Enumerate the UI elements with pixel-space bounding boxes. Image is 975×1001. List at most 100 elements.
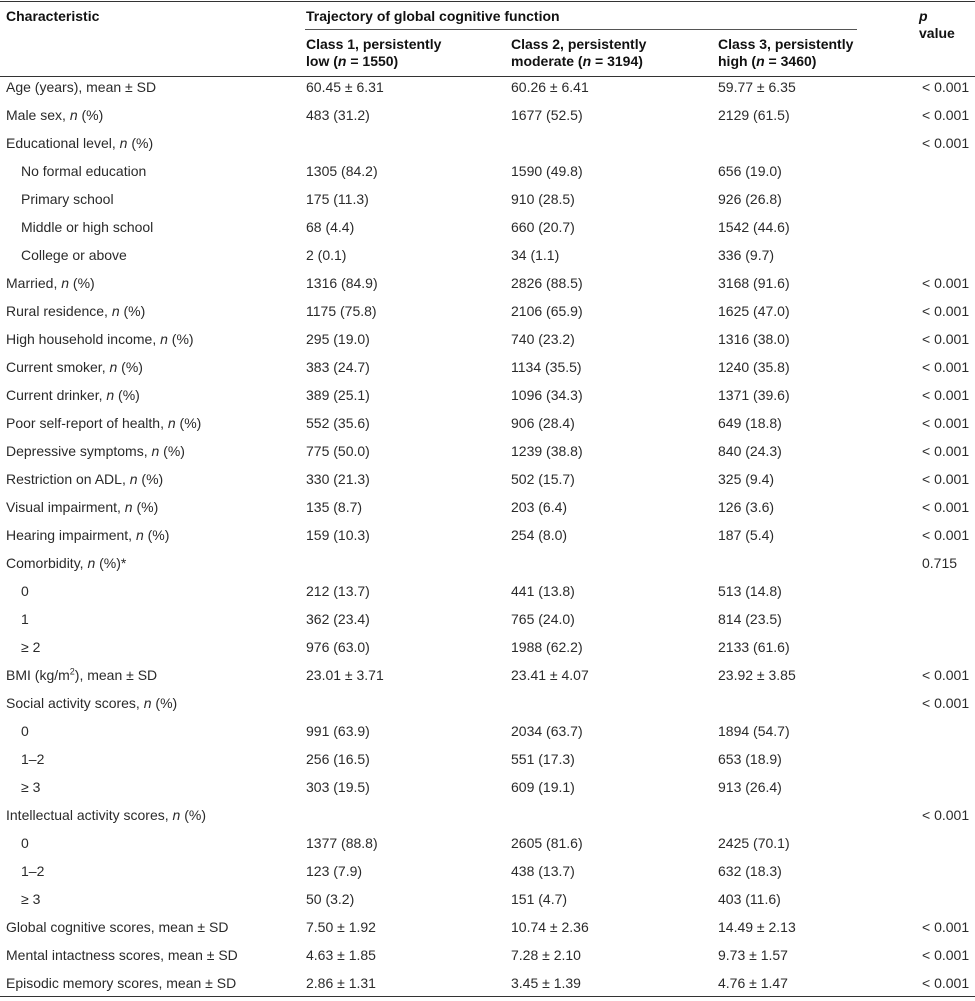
class1-value: 175 (11.3): [306, 191, 369, 207]
class3-value: 2129 (61.5): [718, 107, 790, 123]
table-row: ≥ 3 303 (19.5) 609 (19.1) 913 (26.4): [0, 773, 975, 801]
table-row: Current smoker, n (%) 383 (24.7) 1134 (35.…: [0, 353, 975, 381]
class3-value: 814 (23.5): [718, 611, 782, 627]
header-class3-line2: high (n = 3460): [718, 53, 817, 69]
class1-value: 7.50 ± 1.92: [306, 919, 376, 935]
p-value: < 0.001: [922, 499, 970, 515]
header-class1: Class 1, persistently low (n = 1550): [306, 36, 496, 70]
header-p-value: p value: [919, 8, 975, 42]
class3-value: 2133 (61.6): [718, 639, 790, 655]
table-row: College or above 2 (0.1) 34 (1.1) 336 (9.7): [0, 241, 975, 269]
p-value: 0.715: [922, 555, 958, 571]
class3-value: 913 (26.4): [718, 779, 782, 795]
table-row: 0 212 (13.7) 441 (13.8) 513 (14.8): [0, 577, 975, 605]
class2-value: 609 (19.1): [511, 779, 575, 795]
table-row: Visual impairment, n (%) 135 (8.7) 203 (6.…: [0, 493, 975, 521]
class3-value: 1316 (38.0): [718, 331, 790, 347]
class2-value: 2106 (65.9): [511, 303, 583, 319]
table-row: 1 362 (23.4) 765 (24.0) 814 (23.5): [0, 605, 975, 633]
class3-value: 513 (14.8): [718, 583, 782, 599]
header-p-line1: p: [919, 8, 928, 24]
header-class1-line2: low (n = 1550): [306, 53, 399, 69]
class1-value: 383 (24.7): [306, 359, 370, 375]
row-label: 1–2: [21, 751, 45, 767]
header-p-line2: value: [919, 25, 955, 41]
trajectory-span-rule: [305, 29, 857, 30]
class2-value: 2034 (63.7): [511, 723, 583, 739]
table-row: Episodic memory scores, mean ± SD 2.86 ± …: [0, 969, 975, 997]
class3-value: 653 (18.9): [718, 751, 782, 767]
p-value: < 0.001: [922, 415, 970, 431]
row-label: Episodic memory scores, mean ± SD: [6, 975, 237, 991]
class2-value: 2826 (88.5): [511, 275, 583, 291]
row-label: ≥ 3: [21, 779, 41, 795]
class2-value: 765 (24.0): [511, 611, 575, 627]
header-bottom-rule: [0, 76, 975, 77]
class1-value: 2 (0.1): [306, 247, 347, 263]
table-row: Married, n (%) 1316 (84.9) 2826 (88.5) 3168…: [0, 269, 975, 297]
table-row: BMI (kg/m2), mean ± SD 23.01 ± 3.71 23.41 …: [0, 661, 975, 689]
class2-value: 7.28 ± 2.10: [511, 947, 581, 963]
class1-value: 775 (50.0): [306, 443, 370, 459]
class1-value: 389 (25.1): [306, 387, 370, 403]
table-row: Male sex, n (%) 483 (31.2) 1677 (52.5) 2129…: [0, 101, 975, 129]
table-row: Intellectual activity scores, n (%) < 0.0…: [0, 801, 975, 829]
class3-value: 1894 (54.7): [718, 723, 790, 739]
class2-value: 203 (6.4): [511, 499, 568, 515]
row-label: Intellectual activity scores, n (%): [6, 807, 206, 823]
table-row: ≥ 3 50 (3.2) 151 (4.7) 403 (11.6): [0, 885, 975, 913]
class1-value: 552 (35.6): [306, 415, 370, 431]
table-row: Current drinker, n (%) 389 (25.1) 1096 (34…: [0, 381, 975, 409]
row-label: Middle or high school: [21, 219, 154, 235]
p-value: < 0.001: [922, 107, 970, 123]
class1-value: 330 (21.3): [306, 471, 370, 487]
class1-value: 991 (63.9): [306, 723, 370, 739]
class3-value: 649 (18.8): [718, 415, 782, 431]
class2-value: 23.41 ± 4.07: [511, 667, 589, 683]
row-label: Restriction on ADL, n (%): [6, 471, 164, 487]
p-value: < 0.001: [922, 275, 970, 291]
class3-value: 1371 (39.6): [718, 387, 790, 403]
row-label: Mental intactness scores, mean ± SD: [6, 947, 238, 963]
row-label: Married, n (%): [6, 275, 95, 291]
table-row: Restriction on ADL, n (%) 330 (21.3) 502 (…: [0, 465, 975, 493]
class2-value: 34 (1.1): [511, 247, 560, 263]
class3-value: 9.73 ± 1.57: [718, 947, 788, 963]
class1-value: 135 (8.7): [306, 499, 363, 515]
table-top-rule: [0, 1, 975, 2]
table-row: ≥ 2 976 (63.0) 1988 (62.2) 2133 (61.6): [0, 633, 975, 661]
row-label: Depressive symptoms, n (%): [6, 443, 185, 459]
p-value: < 0.001: [922, 471, 970, 487]
class2-value: 438 (13.7): [511, 863, 575, 879]
class2-value: 10.74 ± 2.36: [511, 919, 589, 935]
table-bottom-rule: [0, 996, 975, 997]
p-value: < 0.001: [922, 79, 970, 95]
class2-value: 502 (15.7): [511, 471, 575, 487]
row-label: Poor self-report of health, n (%): [6, 415, 202, 431]
row-label: Current smoker, n (%): [6, 359, 143, 375]
table-row: No formal education 1305 (84.2) 1590 (49.8…: [0, 157, 975, 185]
header-trajectory: Trajectory of global cognitive function: [306, 8, 560, 24]
class3-value: 1240 (35.8): [718, 359, 790, 375]
class2-value: 1988 (62.2): [511, 639, 583, 655]
class2-value: 1239 (38.8): [511, 443, 583, 459]
header-class3: Class 3, persistently high (n = 3460): [718, 36, 908, 70]
p-value: < 0.001: [922, 387, 970, 403]
class1-value: 60.45 ± 6.31: [306, 79, 384, 95]
class1-value: 2.86 ± 1.31: [306, 975, 376, 991]
table-row: Poor self-report of health, n (%) 552 (35…: [0, 409, 975, 437]
row-label: Social activity scores, n (%): [6, 695, 178, 711]
p-value: < 0.001: [922, 695, 970, 711]
table-row: Mental intactness scores, mean ± SD 4.63 …: [0, 941, 975, 969]
class1-value: 159 (10.3): [306, 527, 370, 543]
class3-value: 656 (19.0): [718, 163, 782, 179]
class3-value: 2425 (70.1): [718, 835, 790, 851]
class1-value: 68 (4.4): [306, 219, 355, 235]
row-label: Primary school: [21, 191, 114, 207]
class2-value: 660 (20.7): [511, 219, 575, 235]
row-label: Age (years), mean ± SD: [6, 79, 157, 95]
row-label: College or above: [21, 247, 127, 263]
table-row: 1–2 123 (7.9) 438 (13.7) 632 (18.3): [0, 857, 975, 885]
class3-value: 4.76 ± 1.47: [718, 975, 788, 991]
table-row: Primary school 175 (11.3) 910 (28.5) 926 (2…: [0, 185, 975, 213]
